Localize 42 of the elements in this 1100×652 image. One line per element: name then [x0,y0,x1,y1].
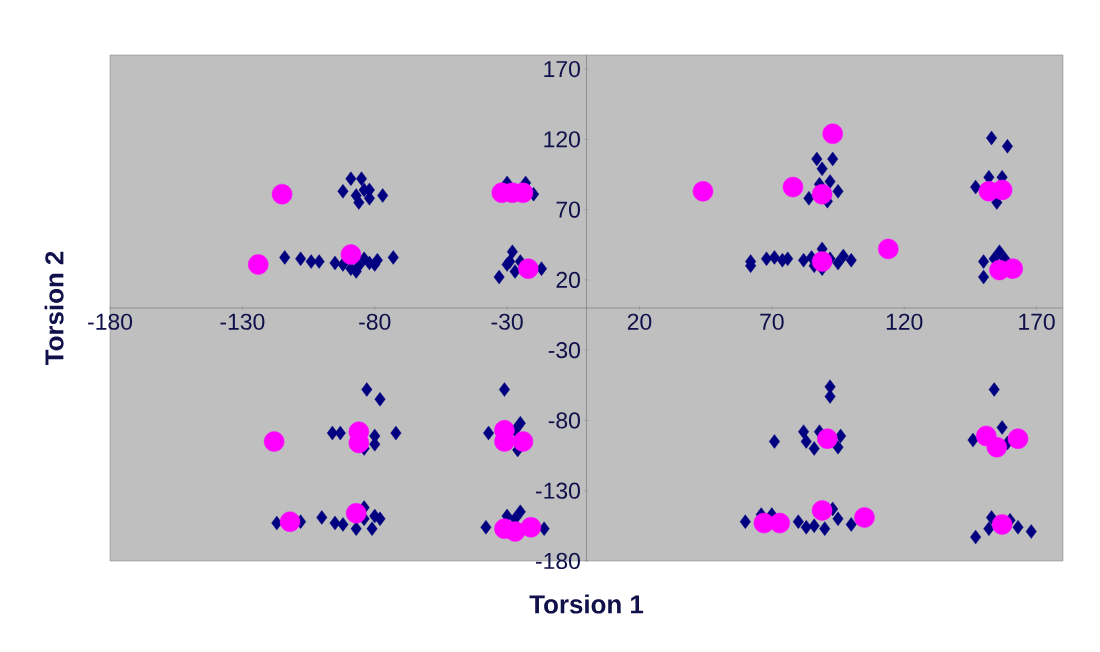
y-tick-label: 120 [544,131,580,148]
x-tick-label: 170 [1019,313,1055,330]
point [279,511,301,532]
point [769,512,790,534]
point [1007,428,1029,449]
point [248,254,269,275]
point [811,183,833,205]
point [512,431,534,452]
point [518,258,539,279]
point [782,176,804,198]
y-tick-label: 170 [544,60,580,78]
point [520,517,542,538]
x-tick-label: 20 [627,313,652,330]
point [986,436,1008,458]
point [263,431,285,452]
y-tick-label: 70 [556,201,580,218]
y-axis-title: Torsion 2 [44,251,64,366]
x-tick-label: -130 [220,313,265,330]
point [346,502,367,524]
point [692,181,714,202]
y-tick-label: -80 [548,412,580,429]
point [811,251,833,272]
point [1002,258,1023,279]
x-tick-label: 120 [886,313,923,330]
point [340,244,362,265]
point [271,183,293,205]
x-tick-label: -30 [491,313,523,330]
point [878,238,899,260]
x-tick-label: 70 [760,313,784,330]
y-tick-label: 20 [556,271,580,288]
x-axis-title: Torsion 1 [529,594,644,614]
point [817,428,838,449]
point [822,123,843,144]
x-tick-label: -80 [359,313,391,330]
point [854,507,875,528]
y-tick-label: -30 [548,342,580,359]
point [991,179,1013,201]
y-tick-label: -180 [536,552,580,570]
x-tick-label: -180 [88,313,133,330]
point [991,514,1013,535]
y-tick-label: -130 [536,482,580,499]
point [811,500,833,521]
